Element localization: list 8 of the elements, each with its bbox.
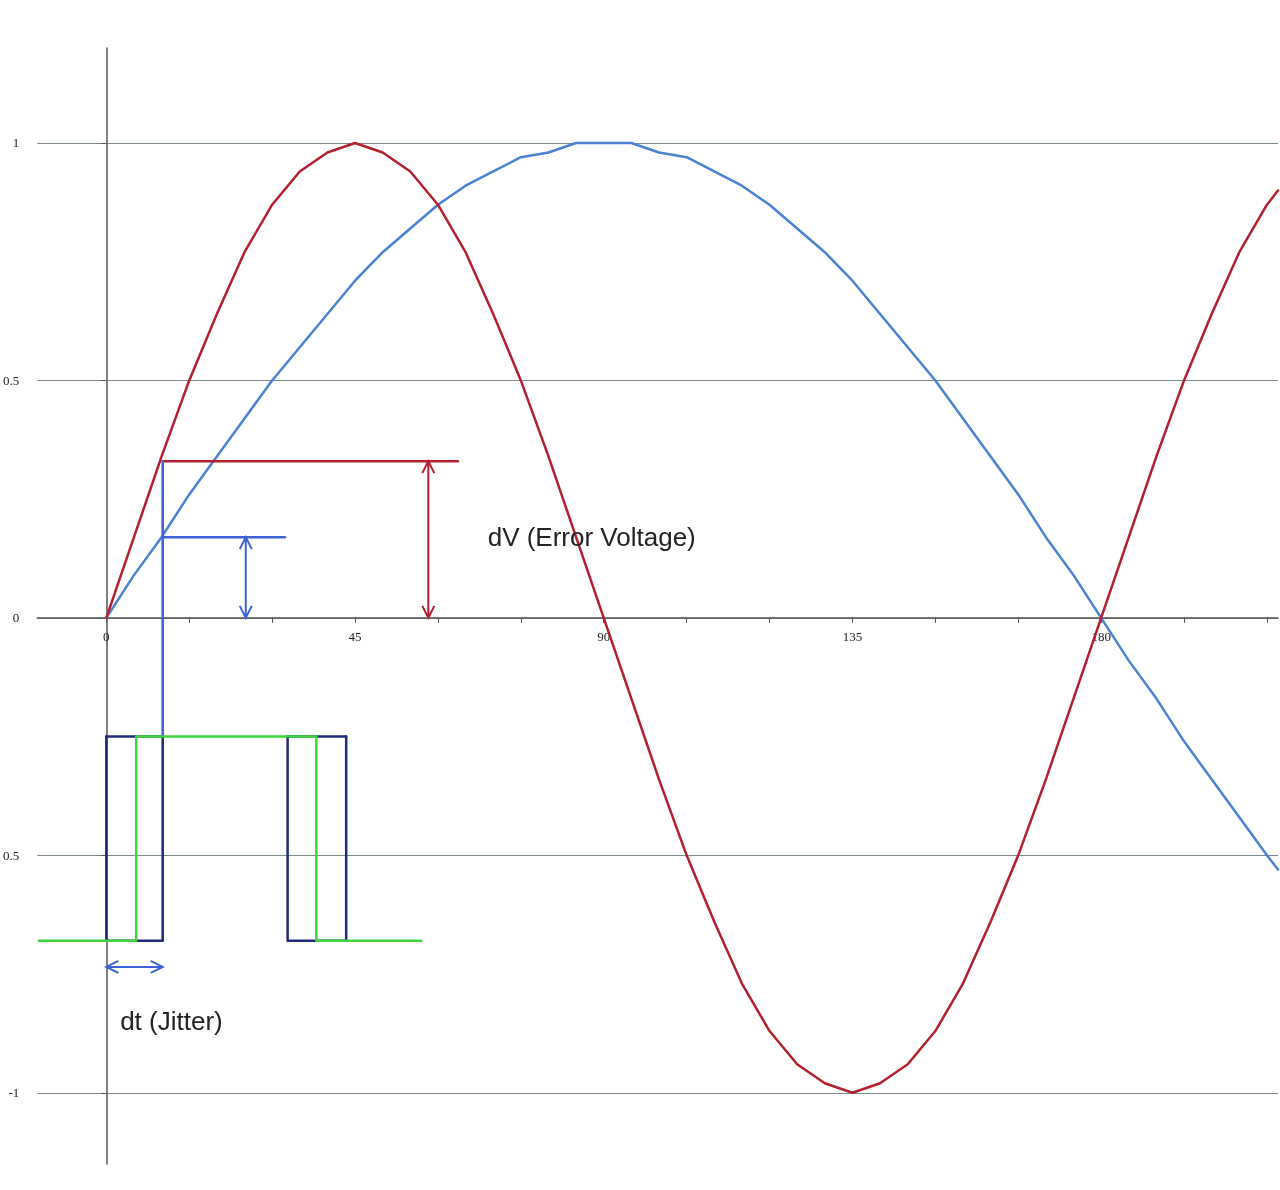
x-tick-label: 45 — [348, 628, 362, 644]
annotation: dt (Jitter) — [120, 1005, 223, 1036]
y-tick-label: 0 — [12, 610, 20, 626]
y-tick-label: -1 — [8, 1085, 20, 1101]
y-tick-label: 1 — [12, 135, 20, 151]
y-tick-label: 0.5 — [3, 847, 20, 863]
y-tick-label: 0.5 — [3, 372, 20, 388]
x-tick-label: 135 — [842, 628, 863, 644]
